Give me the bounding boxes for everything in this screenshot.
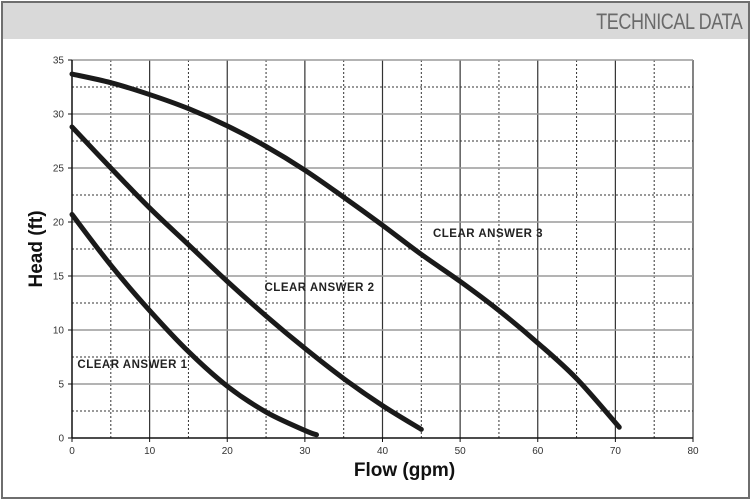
x-tick-label: 70	[610, 446, 622, 457]
curve-clear-answer-1	[69, 211, 320, 438]
y-tick-label: 25	[53, 164, 65, 175]
x-axis-title: Flow (gpm)	[354, 460, 455, 481]
x-tick-label: 0	[69, 446, 75, 457]
y-tick-label: 10	[53, 326, 65, 337]
curve-label-clear-answer-2: CLEAR ANSWER 2	[265, 282, 375, 294]
y-tick-label: 5	[58, 380, 64, 391]
y-tick-label: 0	[58, 434, 64, 445]
y-tick-label: 20	[53, 218, 65, 229]
x-tick-label: 30	[299, 446, 311, 457]
curve-clear-answer-2	[69, 124, 424, 432]
x-tick-label: 50	[455, 446, 467, 457]
curve-label-clear-answer-3: CLEAR ANSWER 3	[433, 228, 543, 240]
x-tick-label: 60	[532, 446, 544, 457]
y-tick-label: 15	[53, 272, 65, 283]
y-tick-label: 30	[53, 110, 65, 121]
curve-label-clear-answer-1: CLEAR ANSWER 1	[77, 359, 187, 371]
x-tick-label: 40	[377, 446, 389, 457]
x-tick-label: 10	[144, 446, 156, 457]
header-band: TECHNICAL DATA	[3, 3, 748, 39]
x-tick-label: 80	[687, 446, 699, 457]
header-title: TECHNICAL DATA	[595, 9, 743, 34]
x-tick-label: 20	[222, 446, 234, 457]
curve-clear-answer-3	[69, 71, 622, 430]
y-axis-title: Head (ft)	[26, 210, 47, 287]
y-tick-label: 35	[53, 56, 65, 67]
